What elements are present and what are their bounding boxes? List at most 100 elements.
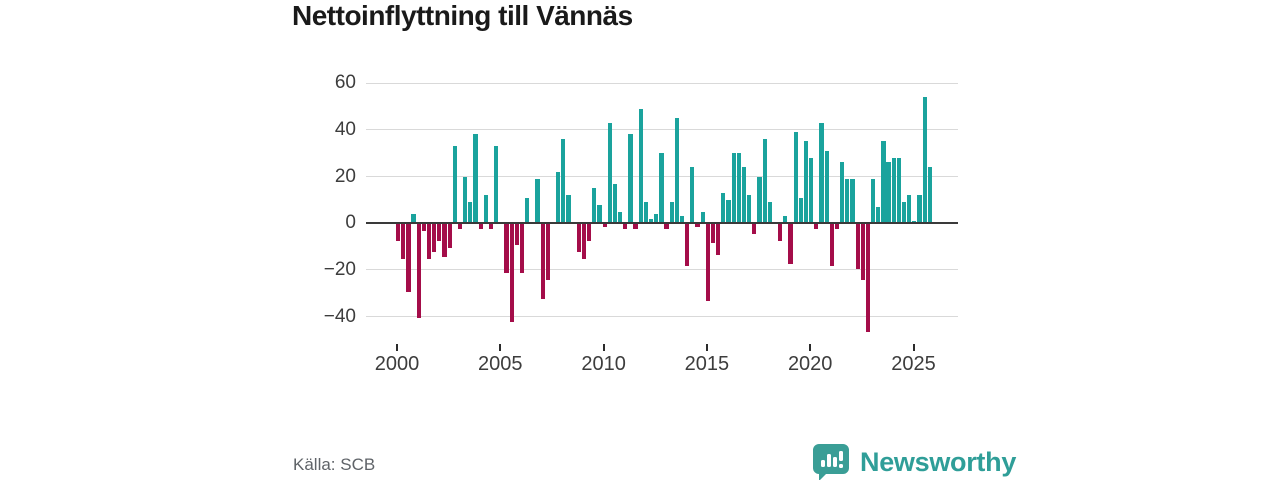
bar	[757, 176, 762, 224]
bar	[432, 224, 437, 253]
bar	[504, 224, 509, 274]
bar	[628, 134, 633, 224]
y-tick-label: 20	[334, 165, 356, 187]
bar	[891, 157, 896, 224]
bar	[633, 224, 638, 229]
bar	[592, 188, 597, 224]
bar	[793, 132, 798, 224]
bar	[463, 176, 468, 224]
bar	[416, 224, 421, 318]
bar	[411, 213, 416, 224]
bar	[783, 216, 788, 224]
bar	[612, 183, 618, 224]
bar	[473, 134, 478, 224]
bar	[396, 224, 401, 241]
bar	[478, 224, 483, 229]
bar	[535, 178, 540, 224]
bar	[788, 224, 793, 264]
bar	[669, 202, 674, 224]
x-tick-mark	[602, 344, 605, 351]
x-tick-label: 2015	[684, 353, 730, 375]
bar	[767, 202, 772, 224]
x-tick-label: 2000	[374, 353, 420, 375]
bar	[705, 224, 710, 302]
bar	[762, 139, 767, 224]
bar	[643, 202, 648, 224]
bar	[638, 108, 643, 224]
bar	[447, 224, 452, 248]
bar	[860, 224, 865, 281]
bar	[540, 224, 545, 299]
bar	[721, 192, 726, 224]
bar	[442, 224, 447, 257]
bar	[922, 97, 927, 224]
newsworthy-icon	[813, 444, 849, 480]
plot-area	[366, 70, 958, 338]
zero-axis-line	[366, 222, 958, 225]
bar	[525, 197, 530, 224]
bar	[561, 139, 566, 224]
x-tick-label: 2005	[478, 353, 523, 375]
bar	[690, 167, 695, 224]
bar	[674, 118, 679, 224]
y-tick-label: 40	[334, 118, 356, 140]
bar	[809, 157, 814, 224]
bar	[483, 195, 488, 224]
x-tick-label: 2025	[891, 353, 936, 375]
bar	[406, 224, 411, 292]
bar	[870, 178, 876, 224]
bar	[736, 153, 741, 224]
chart-title: Nettoinflyttning till Vännäs	[292, 0, 633, 31]
gridline	[366, 129, 958, 131]
bar	[896, 157, 901, 224]
bar	[855, 224, 860, 269]
bar	[927, 167, 932, 224]
bar	[602, 224, 607, 227]
bar	[421, 224, 426, 232]
bar	[437, 224, 442, 241]
bar	[726, 199, 731, 224]
bar	[907, 195, 912, 224]
x-tick-mark	[499, 344, 502, 351]
bar	[752, 224, 757, 234]
bar	[618, 211, 623, 224]
x-tick-mark	[396, 344, 398, 351]
bar	[829, 224, 834, 267]
bar	[901, 202, 907, 224]
bar	[545, 224, 550, 281]
bar	[741, 167, 747, 224]
bar	[819, 122, 824, 224]
bar	[731, 153, 736, 224]
bar	[566, 195, 571, 224]
newsworthy-wordmark: Newsworthy	[860, 447, 1017, 477]
bar	[509, 224, 514, 323]
bar	[648, 218, 654, 224]
x-tick-mark	[912, 344, 915, 351]
bar	[917, 195, 922, 224]
y-tick-label: 60	[334, 72, 356, 94]
source-text: Källa: SCB	[293, 455, 376, 474]
y-tick-label: 0	[345, 212, 356, 234]
bar	[607, 122, 612, 224]
bar	[798, 197, 803, 224]
bar	[834, 224, 840, 229]
bar	[452, 146, 457, 224]
x-tick-label: 2020	[787, 353, 833, 375]
bar	[710, 224, 716, 243]
bar	[587, 224, 592, 241]
bar	[778, 224, 783, 241]
bar	[401, 224, 406, 260]
bar	[426, 224, 432, 260]
bar	[881, 141, 886, 224]
bar	[519, 224, 525, 274]
bar	[700, 211, 705, 224]
bar	[659, 153, 664, 224]
bar	[494, 146, 499, 224]
bar	[695, 224, 700, 227]
bar	[679, 216, 685, 224]
bar	[850, 178, 855, 224]
bar	[468, 202, 473, 224]
bar	[814, 224, 819, 229]
bar	[912, 220, 917, 224]
